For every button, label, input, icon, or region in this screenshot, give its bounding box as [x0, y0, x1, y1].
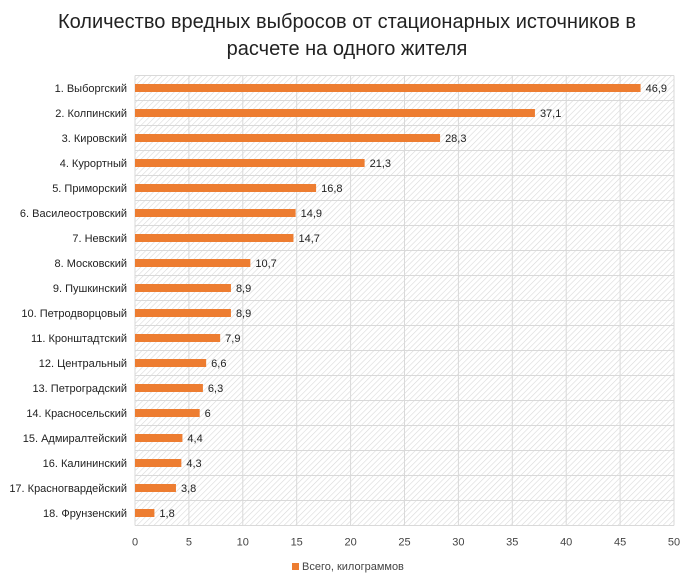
- data-label: 4,4: [187, 433, 202, 445]
- category-label: 9. Пушкинский: [53, 283, 127, 295]
- data-label: 1,8: [159, 508, 174, 520]
- x-tick-label: 45: [614, 537, 626, 549]
- data-label: 3,8: [181, 483, 196, 495]
- data-label: 37,1: [540, 108, 561, 120]
- x-tick-label: 0: [132, 537, 138, 549]
- category-label: 14. Красносельский: [26, 408, 127, 420]
- category-label: 12. Центральный: [39, 358, 127, 370]
- bar: [135, 84, 641, 92]
- bar: [135, 359, 207, 367]
- bar: [135, 434, 183, 442]
- category-label: 3. Кировский: [62, 133, 127, 145]
- category-label: 17. Красногвардейский: [9, 483, 127, 495]
- bar: [135, 284, 231, 292]
- x-tick-label: 30: [452, 537, 464, 549]
- x-tick-label: 5: [186, 537, 192, 549]
- data-label: 7,9: [225, 333, 240, 345]
- x-tick-label: 15: [291, 537, 303, 549]
- data-label: 16,8: [321, 183, 342, 195]
- x-tick-label: 40: [560, 537, 572, 549]
- bar: [135, 409, 200, 417]
- category-label: 8. Московский: [54, 258, 127, 270]
- category-label: 5. Приморский: [52, 183, 127, 195]
- bar: [135, 309, 231, 317]
- bar: [135, 509, 155, 517]
- bar: [135, 259, 251, 267]
- category-label: 6. Василеостровский: [20, 208, 127, 220]
- bar: [135, 234, 294, 242]
- bar: [135, 134, 441, 142]
- data-label: 14,7: [298, 233, 319, 245]
- data-label: 14,9: [301, 208, 322, 220]
- bar: [135, 484, 176, 492]
- category-label: 1. Выборгский: [55, 83, 127, 95]
- chart-title-line-1: Количество вредных выбросов от стационар…: [58, 11, 636, 33]
- x-tick-label: 25: [398, 537, 410, 549]
- x-tick-label: 50: [668, 537, 680, 549]
- bar: [135, 209, 296, 217]
- category-label: 2. Колпинский: [55, 108, 127, 120]
- legend-label: Всего, килограммов: [302, 561, 404, 573]
- category-label: 13. Петроградский: [32, 383, 127, 395]
- bar: [135, 109, 535, 117]
- bar: [135, 159, 365, 167]
- category-label: 11. Кронштадтский: [31, 333, 127, 345]
- category-label: 10. Петродворцовый: [21, 308, 127, 320]
- category-label: 4. Курортный: [60, 158, 127, 170]
- data-label: 21,3: [370, 158, 391, 170]
- data-label: 6,6: [211, 358, 226, 370]
- bar: [135, 384, 203, 392]
- category-label: 18. Фрунзенский: [43, 508, 127, 520]
- chart-title-line-2: расчете на одного жителя: [227, 38, 468, 60]
- data-label: 28,3: [445, 133, 466, 145]
- legend-swatch: [292, 563, 299, 570]
- data-label: 6: [205, 408, 211, 420]
- x-tick-label: 10: [237, 537, 249, 549]
- bar: [135, 184, 317, 192]
- x-tick-label: 20: [344, 537, 356, 549]
- category-label: 7. Невский: [72, 233, 127, 245]
- legend: Всего, килограммов: [292, 561, 404, 573]
- data-label: 4,3: [186, 458, 201, 470]
- x-tick-label: 35: [506, 537, 518, 549]
- bar: [135, 334, 221, 342]
- category-label: 15. Адмиралтейский: [23, 433, 127, 445]
- bar: [135, 459, 182, 467]
- data-label: 8,9: [236, 283, 251, 295]
- data-label: 46,9: [646, 83, 667, 95]
- category-label: 16. Калининский: [43, 458, 127, 470]
- data-label: 6,3: [208, 383, 223, 395]
- data-label: 8,9: [236, 308, 251, 320]
- data-label: 10,7: [255, 258, 276, 270]
